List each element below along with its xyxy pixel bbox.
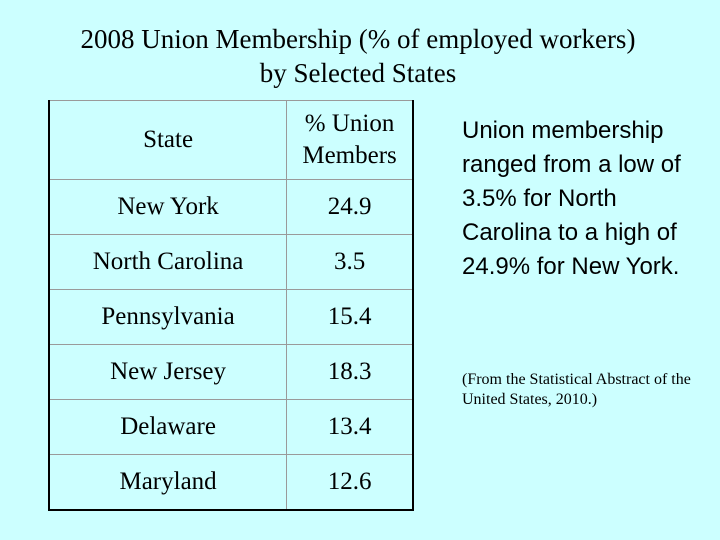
value-cell: 18.3 bbox=[286, 344, 414, 400]
state-cell: Pennsylvania bbox=[48, 289, 288, 345]
value-cell: 24.9 bbox=[286, 179, 414, 235]
state-cell: Delaware bbox=[48, 399, 288, 455]
header-state: State bbox=[48, 100, 288, 180]
union-membership-table: State % Union Members New York 24.9 Nort… bbox=[48, 100, 414, 511]
table-row: Pennsylvania 15.4 bbox=[48, 289, 414, 345]
header-percent-union-members: % Union Members bbox=[286, 100, 414, 180]
header-value-line-1: % Union bbox=[304, 110, 395, 137]
header-value-line-2: Members bbox=[302, 142, 397, 169]
state-cell: New York bbox=[48, 179, 288, 235]
summary-note: Union membership ranged from a low of 3.… bbox=[462, 117, 681, 280]
value-cell: 15.4 bbox=[286, 289, 414, 345]
table-row: North Carolina 3.5 bbox=[48, 234, 414, 290]
value-cell: 3.5 bbox=[286, 234, 414, 290]
value-cell: 12.6 bbox=[286, 454, 414, 511]
value-cell: 13.4 bbox=[286, 399, 414, 455]
state-cell: New Jersey bbox=[48, 344, 288, 400]
table-header-row: State % Union Members bbox=[48, 100, 414, 180]
table-row: Maryland 12.6 bbox=[48, 454, 414, 511]
title-line-2: by Selected States bbox=[259, 58, 457, 88]
state-cell: North Carolina bbox=[48, 234, 288, 290]
title-line-1: 2008 Union Membership (% of employed wor… bbox=[80, 24, 636, 54]
table-row: New Jersey 18.3 bbox=[48, 344, 414, 400]
page-title: 2008 Union Membership (% of employed wor… bbox=[0, 22, 716, 90]
source-citation: (From the Statistical Abstract of the Un… bbox=[462, 371, 691, 408]
table-row: New York 24.9 bbox=[48, 179, 414, 235]
state-cell: Maryland bbox=[48, 454, 288, 511]
table-row: Delaware 13.4 bbox=[48, 399, 414, 455]
